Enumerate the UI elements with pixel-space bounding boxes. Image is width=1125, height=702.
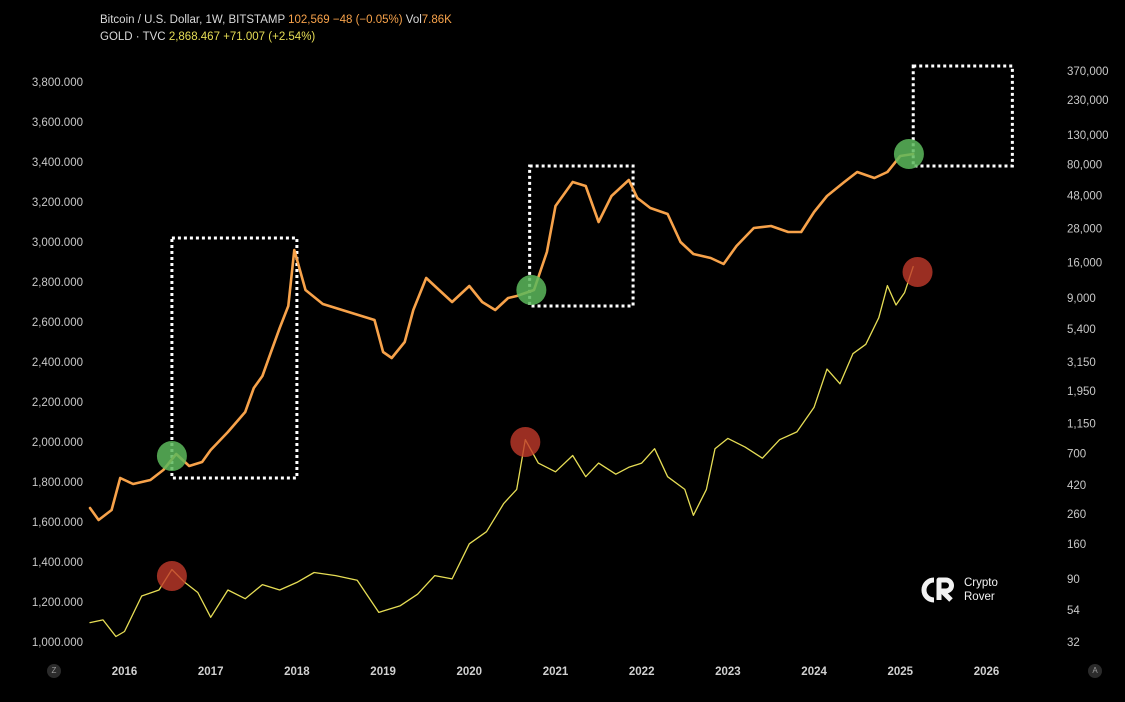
time-axis-tick-label: 2025 bbox=[888, 666, 914, 678]
chart-legend: Bitcoin / U.S. Dollar, 1W, BITSTAMP 102,… bbox=[100, 12, 452, 46]
right-axis-tick-label: 230,000 bbox=[1067, 95, 1109, 107]
left-axis-tick-label: 1,800.000 bbox=[32, 477, 83, 489]
right-axis-tick-label: 5,400 bbox=[1067, 324, 1096, 336]
right-axis-tick-label: 160 bbox=[1067, 539, 1086, 551]
left-axis-tick-label: 2,200.000 bbox=[32, 397, 83, 409]
left-axis-tick-label: 1,200.000 bbox=[32, 597, 83, 609]
left-axis-tick-label: 1,000.000 bbox=[32, 637, 83, 649]
left-axis-tick-label: 2,800.000 bbox=[32, 277, 83, 289]
right-axis-tick-label: 28,000 bbox=[1067, 224, 1102, 236]
gold-price-line bbox=[88, 152, 915, 522]
legend-bitcoin-vol: 7.86K bbox=[421, 14, 452, 26]
dotted-highlight-box bbox=[528, 164, 635, 308]
red-highlight-circle bbox=[156, 561, 187, 591]
auto-scale-button[interactable]: A bbox=[1088, 664, 1102, 678]
left-axis-tick-label: 3,800.000 bbox=[32, 77, 83, 89]
legend-gold-change: +71.007 (+2.54%) bbox=[223, 31, 316, 43]
time-axis-tick-label: 2016 bbox=[112, 666, 138, 678]
crypto-rover-logo-icon bbox=[921, 577, 954, 603]
green-highlight-circle bbox=[156, 441, 187, 471]
left-axis-tick-label: 3,000.000 bbox=[32, 237, 83, 249]
time-axis-tick-label: 2018 bbox=[284, 666, 310, 678]
left-axis-tick-label: 3,200.000 bbox=[32, 197, 83, 209]
series-lines bbox=[88, 152, 915, 638]
right-axis-tick-label: 1,950 bbox=[1067, 386, 1096, 398]
left-axis-tick-label: 2,400.000 bbox=[32, 357, 83, 369]
left-axis-tick-label: 2,600.000 bbox=[32, 317, 83, 329]
right-axis-tick-label: 1,150 bbox=[1067, 418, 1096, 430]
left-price-axis: 1,000.000 1,200.000 1,400.000 1,600.000 1,80… bbox=[32, 77, 83, 649]
time-axis-tick-label: 2021 bbox=[543, 666, 569, 678]
logo-line-1: Crypto bbox=[964, 577, 998, 589]
legend-bitcoin-price: 102,569 bbox=[288, 14, 330, 26]
legend-bitcoin[interactable]: Bitcoin / U.S. Dollar, 1W, BITSTAMP 102,… bbox=[100, 12, 452, 29]
time-axis: 2016 2017 2018 2019 2020 2021 2022 2023 2024 2025… bbox=[112, 666, 1000, 678]
left-axis-tick-label: 3,600.000 bbox=[32, 117, 83, 129]
right-axis-tick-label: 9,000 bbox=[1067, 293, 1096, 305]
right-axis-tick-label: 700 bbox=[1067, 449, 1086, 461]
time-axis-tick-label: 2020 bbox=[457, 666, 483, 678]
right-price-axis: 32 54 90 160 260 420 700 1,150 1,950 3,150 5,400 9,… bbox=[1067, 66, 1109, 649]
legend-bitcoin-vol-label: Vol bbox=[405, 14, 422, 26]
right-axis-tick-label: 130,000 bbox=[1067, 130, 1109, 142]
timezone-button[interactable]: Z bbox=[47, 664, 61, 678]
red-highlight-circle bbox=[902, 257, 933, 287]
green-highlight-circle bbox=[893, 139, 924, 169]
time-axis-tick-label: 2019 bbox=[370, 666, 396, 678]
red-highlight-circle bbox=[510, 427, 541, 457]
right-axis-tick-label: 16,000 bbox=[1067, 258, 1102, 270]
time-axis-tick-label: 2026 bbox=[974, 666, 1000, 678]
highlight-boxes bbox=[170, 64, 1014, 480]
dotted-highlight-box bbox=[911, 64, 1014, 168]
time-axis-tick-label: 2022 bbox=[629, 666, 655, 678]
legend-gold-name: GOLD · TVC bbox=[100, 31, 166, 43]
right-axis-tick-label: 260 bbox=[1067, 509, 1086, 521]
left-axis-tick-label: 3,400.000 bbox=[32, 157, 83, 169]
right-axis-tick-label: 48,000 bbox=[1067, 191, 1102, 203]
left-axis-tick-label: 1,600.000 bbox=[32, 517, 83, 529]
right-axis-tick-label: 420 bbox=[1067, 480, 1086, 492]
legend-bitcoin-change: −48 (−0.05%) bbox=[332, 14, 403, 26]
right-axis-tick-label: 80,000 bbox=[1067, 159, 1102, 171]
crypto-rover-logo: Crypto Rover bbox=[918, 576, 998, 604]
right-axis-tick-label: 54 bbox=[1067, 605, 1080, 617]
legend-gold[interactable]: GOLD · TVC 2,868.467 +71.007 (+2.54%) bbox=[100, 29, 452, 46]
highlight-circles bbox=[156, 139, 933, 591]
left-axis-tick-label: 2,000.000 bbox=[32, 437, 83, 449]
dotted-highlight-box bbox=[170, 236, 299, 480]
bitcoin-price-line bbox=[89, 265, 914, 638]
green-highlight-circle bbox=[516, 275, 547, 305]
right-axis-tick-label: 3,150 bbox=[1067, 357, 1096, 369]
legend-gold-price: 2,868.467 bbox=[168, 31, 220, 43]
left-axis-tick-label: 1,400.000 bbox=[32, 557, 83, 569]
time-axis-tick-label: 2024 bbox=[801, 666, 827, 678]
time-axis-tick-label: 2017 bbox=[198, 666, 224, 678]
legend-bitcoin-name: Bitcoin / U.S. Dollar, 1W, BITSTAMP bbox=[100, 14, 285, 26]
time-axis-tick-label: 2023 bbox=[715, 666, 741, 678]
logo-line-2: Rover bbox=[964, 591, 995, 603]
right-axis-tick-label: 90 bbox=[1067, 574, 1080, 586]
right-axis-tick-label: 32 bbox=[1067, 637, 1080, 649]
right-axis-tick-label: 370,000 bbox=[1067, 66, 1109, 78]
